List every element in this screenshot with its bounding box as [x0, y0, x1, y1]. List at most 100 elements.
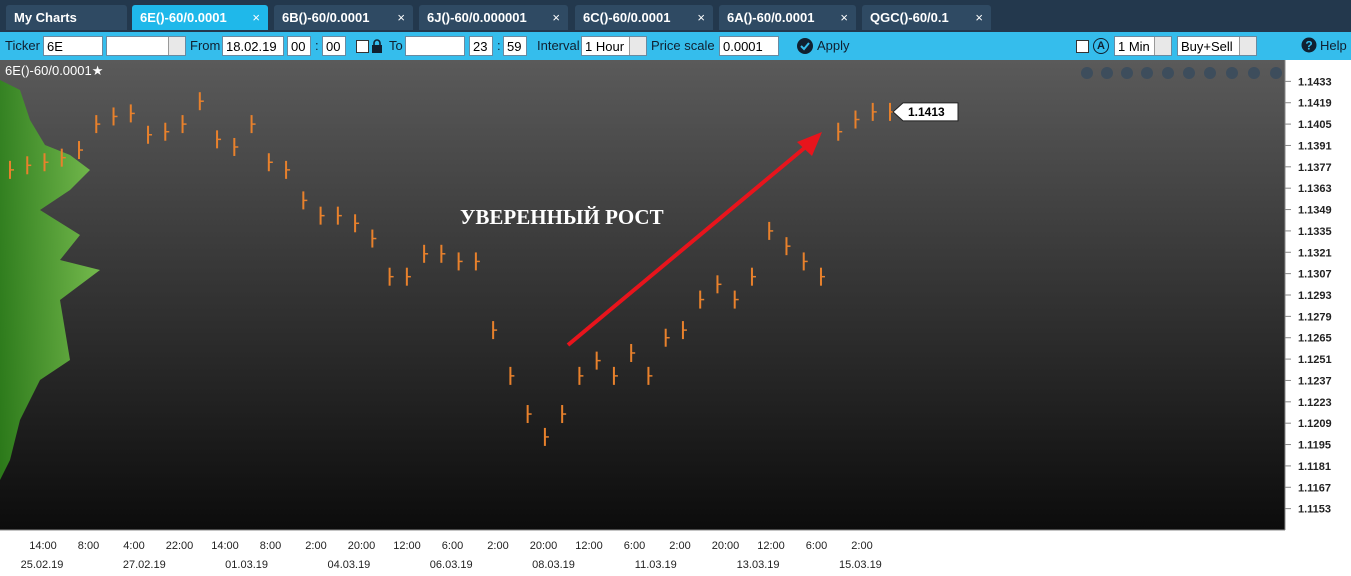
- date-label: 01.03.19: [225, 559, 268, 571]
- date-label: 06.03.19: [430, 559, 473, 571]
- date-label: 15.03.19: [839, 559, 882, 571]
- y-tick-label: 1.1223: [1298, 397, 1332, 409]
- y-tick-label: 1.1251: [1298, 354, 1332, 366]
- y-tick-label: 1.1391: [1298, 140, 1332, 152]
- checkbox[interactable]: [356, 40, 369, 53]
- close-icon[interactable]: ×: [397, 10, 405, 25]
- y-tick-label: 1.1167: [1298, 482, 1331, 494]
- x-tick-label: 12:00: [393, 540, 421, 552]
- checkbox[interactable]: [1076, 40, 1089, 53]
- close-icon[interactable]: ×: [697, 10, 705, 25]
- interval-select[interactable]: 1 Hour: [581, 36, 647, 56]
- separator: :: [315, 38, 319, 53]
- separator: :: [497, 38, 501, 53]
- y-tick-label: 1.1405: [1298, 119, 1332, 131]
- tab[interactable]: My Charts: [6, 5, 127, 30]
- toolbar: Ticker 6E From 18.02.19 00 : 00 To 23 : …: [0, 32, 1351, 60]
- x-tick-label: 2:00: [305, 540, 326, 552]
- volume-profile: [0, 80, 100, 480]
- date-label: 25.02.19: [21, 559, 64, 571]
- x-tick-label: 14:00: [211, 540, 239, 552]
- x-tick-label: 22:00: [166, 540, 194, 552]
- x-tick-label: 12:00: [575, 540, 603, 552]
- chart: 6E()-60/0.0001★ УВЕРЕННЫЙ РОСТ 1.1433 1.1…: [0, 60, 1351, 571]
- x-tick-label: 4:00: [123, 540, 144, 552]
- y-tick-label: 1.1153: [1298, 504, 1331, 516]
- y-tick-label: 1.1433: [1298, 76, 1332, 88]
- from-date[interactable]: 18.02.19: [222, 36, 284, 56]
- tab[interactable]: 6A()-60/0.0001 ×: [719, 5, 856, 30]
- lock-icon: [372, 39, 382, 53]
- tab-label: 6B()-60/0.0001: [282, 10, 370, 25]
- arrow: [566, 143, 810, 347]
- tab-label: 6J()-60/0.000001: [427, 10, 527, 25]
- y-tick-label: 1.1377: [1298, 162, 1332, 174]
- tab[interactable]: QGC()-60/0.1 ×: [862, 5, 991, 30]
- price-flag: [892, 102, 959, 122]
- close-icon[interactable]: ×: [552, 10, 560, 25]
- price-scale-input[interactable]: 0.0001: [719, 36, 779, 56]
- from-minute[interactable]: 00: [322, 36, 346, 56]
- label: Ticker: [5, 38, 40, 53]
- chart-background: [0, 60, 1285, 530]
- y-tick-label: 1.1195: [1298, 440, 1331, 452]
- tab-label: 6A()-60/0.0001: [727, 10, 815, 25]
- help-icon: ?: [1301, 37, 1317, 53]
- auto-icon[interactable]: A: [1093, 38, 1109, 54]
- date-label: 08.03.19: [532, 559, 575, 571]
- apply-button[interactable]: Apply: [817, 38, 850, 53]
- help-button[interactable]: Help: [1320, 38, 1347, 53]
- close-icon[interactable]: ×: [252, 10, 260, 25]
- x-tick-label: 14:00: [29, 540, 57, 552]
- tab-label: 6C()-60/0.0001: [583, 10, 671, 25]
- y-tick-label: 1.1293: [1298, 290, 1332, 302]
- x-tick-label: 2:00: [669, 540, 690, 552]
- tab[interactable]: 6E()-60/0.0001 ×: [132, 5, 268, 30]
- x-tick-label: 20:00: [348, 540, 376, 552]
- from-hour[interactable]: 00: [287, 36, 311, 56]
- tab[interactable]: 6B()-60/0.0001 ×: [274, 5, 413, 30]
- x-tick-label: 12:00: [757, 540, 785, 552]
- y-tick-label: 1.1279: [1298, 311, 1332, 323]
- label: From: [190, 38, 221, 53]
- y-axis-panel: [1285, 60, 1351, 530]
- x-tick-label: 6:00: [624, 540, 645, 552]
- close-icon[interactable]: ×: [975, 10, 983, 25]
- y-tick-label: 1.1335: [1298, 226, 1332, 238]
- date-label: 11.03.19: [635, 559, 677, 571]
- ticker-input[interactable]: 6E: [43, 36, 103, 56]
- y-tick-label: 1.1265: [1298, 333, 1332, 345]
- to-hour[interactable]: 23: [469, 36, 493, 56]
- x-tick-label: 20:00: [530, 540, 558, 552]
- chart-tools: [1081, 67, 1282, 79]
- y-tick-label: 1.1307: [1298, 269, 1332, 281]
- x-tick-label: 8:00: [78, 540, 99, 552]
- y-tick-label: 1.1363: [1298, 183, 1332, 195]
- x-tick-label: 6:00: [442, 540, 463, 552]
- label: Price scale: [651, 38, 715, 53]
- y-tick-label: 1.1237: [1298, 375, 1332, 387]
- to-date[interactable]: [405, 36, 465, 56]
- apply-icon: [797, 38, 813, 54]
- tab[interactable]: 6J()-60/0.000001 ×: [419, 5, 568, 30]
- tab-label: QGC()-60/0.1: [870, 10, 949, 25]
- close-icon[interactable]: ×: [840, 10, 848, 25]
- tab[interactable]: 6C()-60/0.0001 ×: [575, 5, 713, 30]
- svg-text:?: ?: [1305, 39, 1312, 53]
- label: Interval: [537, 38, 580, 53]
- ticker-select[interactable]: [106, 36, 186, 56]
- x-tick-label: 6:00: [806, 540, 827, 552]
- last-price: 1.1413: [908, 105, 945, 119]
- y-tick-label: 1.1419: [1298, 98, 1332, 110]
- y-tick-label: 1.1181: [1298, 461, 1331, 473]
- to-minute[interactable]: 59: [503, 36, 527, 56]
- y-tick-label: 1.1349: [1298, 205, 1332, 217]
- side-select[interactable]: Buy+Sell: [1177, 36, 1257, 56]
- annotation: УВЕРЕННЫЙ РОСТ: [460, 205, 664, 229]
- period-select[interactable]: 1 Min: [1114, 36, 1172, 56]
- y-tick-label: 1.1321: [1298, 247, 1332, 259]
- x-tick-label: 2:00: [487, 540, 508, 552]
- date-label: 04.03.19: [327, 559, 370, 571]
- x-tick-label: 2:00: [851, 540, 872, 552]
